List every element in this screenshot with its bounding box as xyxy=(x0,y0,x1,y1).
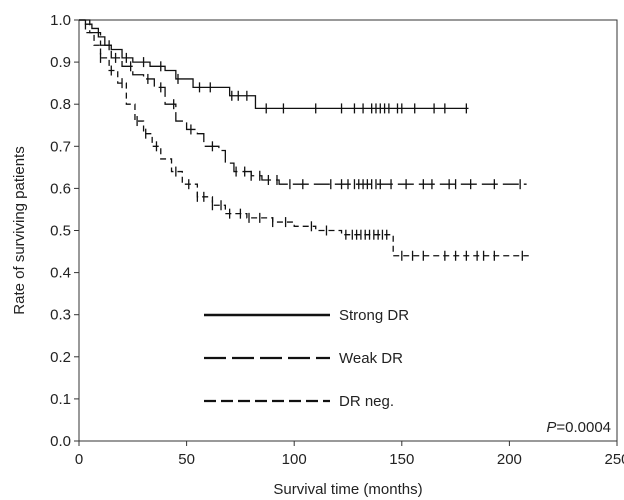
y-axis-title: Rate of surviving patients xyxy=(11,146,28,314)
series-1 xyxy=(79,19,469,114)
x-axis-ticks: 0 50 100 150 200 250 xyxy=(75,441,624,468)
y-tick-label: 0.8 xyxy=(50,96,71,113)
series-2 xyxy=(79,19,527,190)
plot-frame xyxy=(78,19,618,442)
x-tick-label: 0 xyxy=(75,451,83,468)
y-tick-label: 1.0 xyxy=(50,12,71,29)
y-tick-label: 0.1 xyxy=(50,391,71,408)
legend-label: Strong DR xyxy=(339,307,409,324)
p-value-symbol: P xyxy=(546,419,556,436)
x-tick-label: 100 xyxy=(282,451,307,468)
x-axis-title: Survival time (months) xyxy=(273,481,422,498)
p-value-text: =0.0004 xyxy=(556,419,611,436)
y-tick-label: 0.6 xyxy=(50,180,71,197)
y-tick-label: 0.3 xyxy=(50,307,71,324)
y-tick-label: 0.7 xyxy=(50,138,71,155)
survival-curve xyxy=(79,19,529,257)
y-tick-label: 0.2 xyxy=(50,349,71,366)
y-tick-label: 0.0 xyxy=(50,433,71,450)
x-tick-label: 50 xyxy=(178,451,195,468)
series-3 xyxy=(79,19,529,261)
survival-curve xyxy=(79,19,469,110)
y-tick-label: 0.4 xyxy=(50,265,71,282)
legend: Strong DR Weak DR DR neg. xyxy=(204,307,409,410)
axes: 0.0 0.1 0.2 0.3 0.4 0.5 0.6 0.7 0.8 0.9 1.0 0 50 100… xyxy=(50,12,624,468)
x-tick-label: 250 xyxy=(604,451,624,468)
x-tick-label: 150 xyxy=(389,451,414,468)
y-tick-label: 0.5 xyxy=(50,223,71,240)
p-value-annotation: P=0.0004 xyxy=(546,419,611,436)
legend-label: DR neg. xyxy=(339,393,394,410)
y-axis-ticks: 0.0 0.1 0.2 0.3 0.4 0.5 0.6 0.7 0.8 0.9 1.0 xyxy=(50,12,79,450)
y-tick-label: 0.9 xyxy=(50,54,71,71)
series-layer xyxy=(79,19,529,261)
survival-curve xyxy=(79,19,527,185)
legend-label: Weak DR xyxy=(339,350,403,367)
x-tick-label: 200 xyxy=(497,451,522,468)
